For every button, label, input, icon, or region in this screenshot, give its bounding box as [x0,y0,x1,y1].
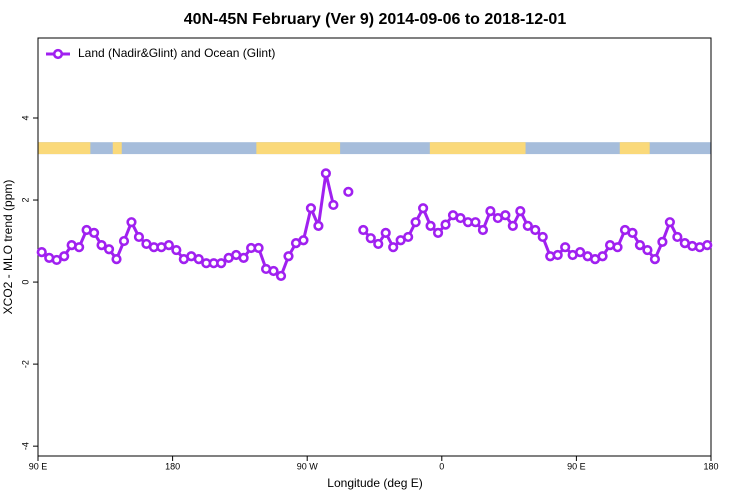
data-point [440,219,451,230]
data-point [500,210,511,221]
data-point [74,242,85,253]
data-point [163,240,174,251]
data-point [477,224,489,236]
data-point [96,240,107,251]
data-point [268,265,279,277]
data-point [597,251,608,262]
data-point [470,217,481,228]
x-axis-label: Longitude (deg E) [327,476,422,490]
data-point [111,254,122,265]
data-point [507,220,518,231]
data-point [365,233,376,244]
data-point [313,220,324,231]
data-point [238,252,249,263]
data-point [275,270,287,282]
data-point [298,235,309,246]
land-strip [256,142,341,155]
data-point [649,254,661,265]
data-point [560,242,571,253]
y-axis-label: XCO2 - MLO trend (ppm) [1,180,15,315]
y-tick-label: 0 [20,280,30,285]
x-tick-label: 180 [165,461,180,471]
data-point [216,258,227,269]
data-point [455,212,466,224]
data-point [664,217,675,228]
x-tick-label: 0 [439,461,444,471]
y-tick-label: -2 [20,360,30,368]
x-tick-label: 90 E [567,461,586,471]
legend-marker [52,48,64,60]
data-point [627,227,638,238]
data-point [328,199,339,211]
legend-label: Land (Nadir&Glint) and Ocean (Glint) [78,46,275,60]
data-point [171,244,182,256]
data-point [305,203,317,214]
data-point [522,220,533,231]
data-point [702,240,713,251]
data-point [634,240,646,251]
data-point [388,242,399,253]
data-point [103,244,115,255]
data-point [253,242,264,254]
data-point [612,242,623,253]
data-point [118,235,130,247]
data-point [126,217,137,228]
x-tick-label: 180 [703,461,718,471]
data-point [410,217,421,228]
data-point [657,236,668,247]
data-point [418,203,429,214]
land-strip [112,142,122,155]
land-strip [619,142,650,155]
chart-title: 40N-45N February (Ver 9) 2014-09-06 to 2… [184,11,567,28]
data-point [59,251,70,262]
data-point [432,227,444,238]
y-tick-label: 2 [20,198,30,203]
y-tick-label: -4 [20,442,30,450]
data-point [193,254,204,265]
data-point [283,251,294,262]
data-point [358,224,369,236]
data-point [575,247,586,258]
data-point [485,206,496,217]
data-point [403,231,414,243]
data-point [88,227,100,238]
data-point [552,249,563,261]
data-point [36,247,47,258]
data-point [51,254,62,266]
data-point [530,224,541,236]
x-tick-label: 90 E [29,461,48,471]
x-tick-label: 90 W [297,461,319,471]
land-strip [38,142,91,155]
y-tick-label: 4 [20,115,30,120]
data-point [373,238,384,250]
data-point [672,231,683,243]
data-point [537,231,548,243]
data-point [133,231,145,243]
data-point [642,244,653,256]
data-point [425,220,436,231]
data-point [515,206,526,217]
land-strip [429,142,526,155]
ocean-strip [38,142,711,155]
data-point [380,227,391,238]
data-point [343,186,354,197]
data-point [320,168,331,179]
